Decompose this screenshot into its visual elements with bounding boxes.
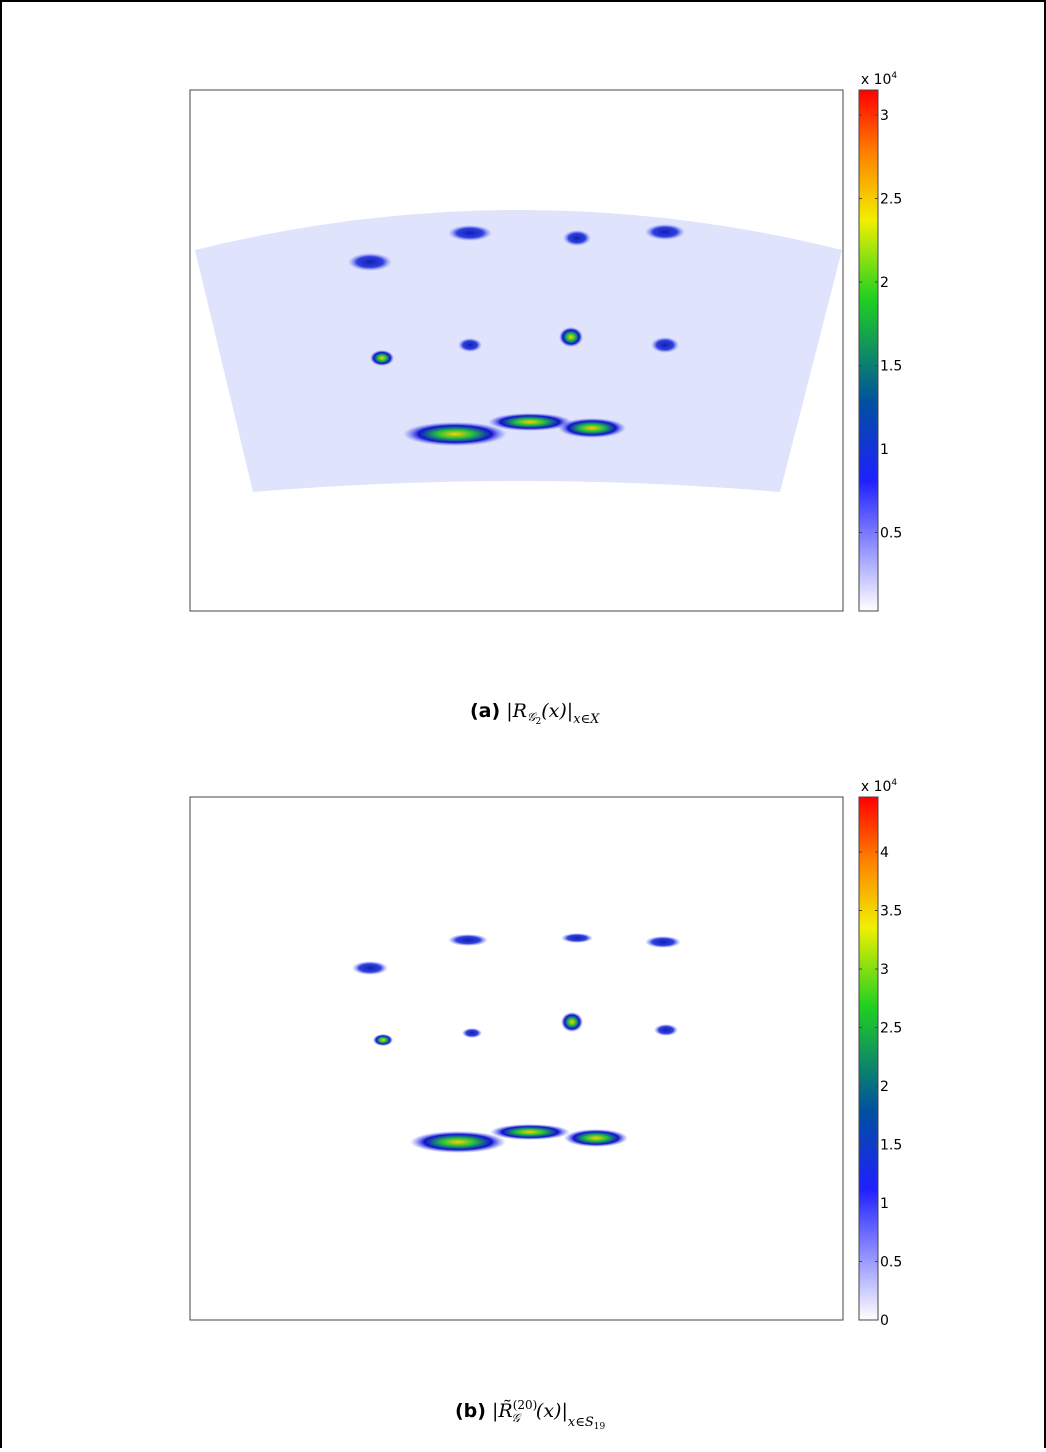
- colorbar-tick-label: 4: [880, 845, 889, 861]
- caption: (b) |R̃(20) 𝒢 (x)|x∈S19: [455, 1398, 605, 1432]
- colorbar-tick-label: 3: [880, 108, 889, 124]
- colorbar-tick-label: 2: [880, 275, 889, 291]
- colorbar-tick-label: 2.5: [880, 192, 902, 208]
- multiplier-exponent: 4: [891, 778, 897, 788]
- colorbar-tick-label: 0.5: [880, 526, 902, 542]
- field-blobs: [348, 224, 685, 446]
- caption-math: |R: [506, 700, 527, 722]
- colorbar-multiplier: x 104: [861, 778, 898, 795]
- caption-math: |R̃: [492, 1400, 513, 1422]
- caption-label: (b): [455, 1400, 486, 1422]
- colorbar-tick-label: 1: [880, 1196, 889, 1212]
- caption-math: x∈X: [573, 712, 600, 727]
- colorbar-tick-label: 2: [880, 1079, 889, 1095]
- caption: (a) |R𝒢2(x)|x∈X: [470, 700, 600, 727]
- caption-math: 2: [536, 717, 542, 727]
- colorbar: [858, 89, 879, 612]
- colorbar-tick-label: 0.5: [880, 1254, 902, 1270]
- colorbar-tick-label: 1: [880, 442, 889, 458]
- colorbar-tick-label: 3: [880, 962, 889, 978]
- multiplier-base: x 10: [861, 779, 892, 795]
- multiplier-base: x 10: [861, 72, 892, 88]
- multiplier-exponent: 4: [891, 71, 897, 81]
- colorbar-tick-label: 3.5: [880, 903, 902, 919]
- caption-math: 𝒢: [511, 1411, 522, 1425]
- caption-math: (x)|: [536, 1400, 568, 1422]
- colorbar: [858, 796, 879, 1321]
- field-blobs: [352, 933, 681, 1153]
- caption-math: x∈S: [568, 1415, 594, 1430]
- field-region: [195, 210, 842, 492]
- colorbar-tick-label: 1.5: [880, 359, 902, 375]
- caption-math: (20): [513, 1398, 538, 1412]
- caption-math: (x)|: [541, 700, 573, 722]
- colorbar-tick-label: 0: [880, 1313, 889, 1329]
- axes-box: [189, 796, 844, 1321]
- caption-math: 19: [594, 1422, 606, 1432]
- colorbar-tick-label: 2.5: [880, 1020, 902, 1036]
- colorbar-multiplier: x 104: [861, 71, 898, 88]
- caption-label: (a): [470, 700, 500, 722]
- colorbar-tick-label: 1.5: [880, 1137, 902, 1153]
- caption-math: 𝒢: [527, 710, 538, 724]
